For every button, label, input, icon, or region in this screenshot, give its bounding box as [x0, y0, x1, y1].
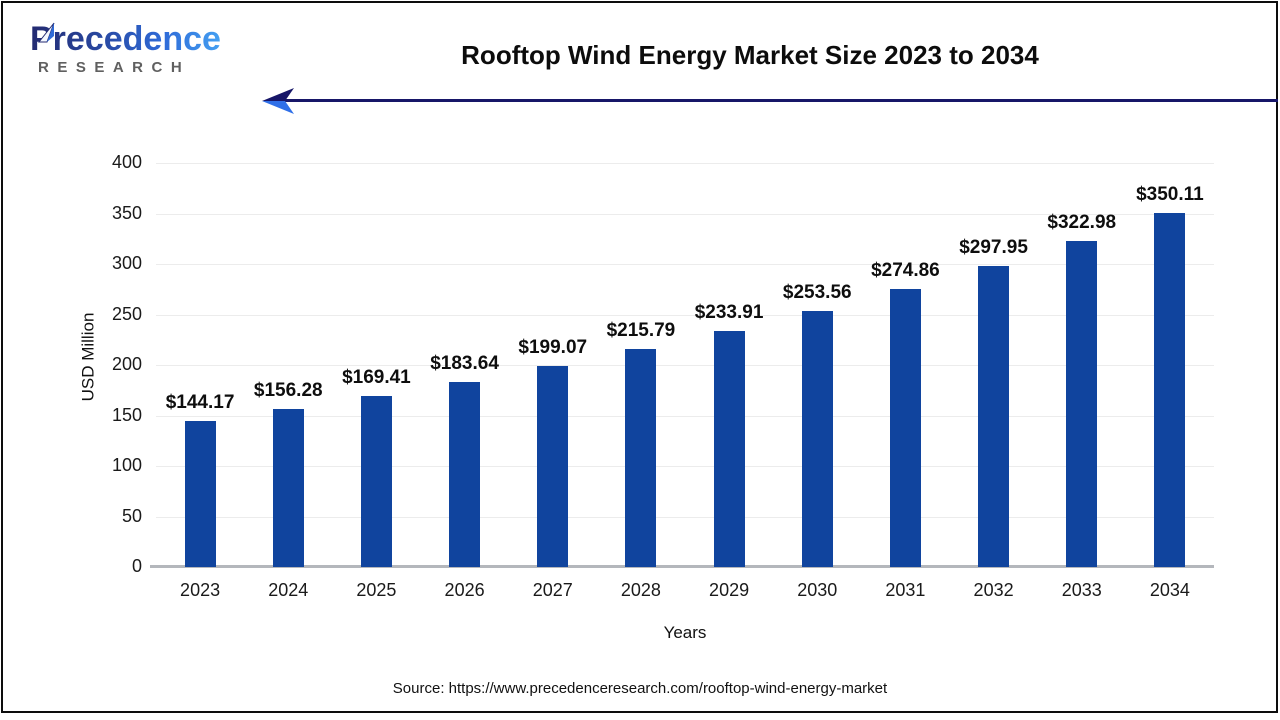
gridline-y350: [156, 213, 1214, 215]
x-axis-title: Years: [663, 623, 707, 642]
bar-value-label: $350.11: [1136, 184, 1204, 206]
bar-value-label: $322.98: [1047, 211, 1117, 233]
bar-2024: [272, 409, 304, 567]
header-arrow-line: [283, 99, 1278, 102]
logo-subtext: RESEARCH: [38, 59, 191, 76]
left-arrow-icon: [262, 88, 294, 114]
gridline-y400: [156, 163, 1214, 164]
y-tick-label: 250: [111, 303, 142, 324]
precedence-research-logo: Precedence RESEARCH: [30, 22, 221, 76]
bar-value-label: $297.95: [959, 237, 1028, 259]
x-tick-label: 2029: [709, 580, 750, 600]
gridline-y100: [156, 466, 1214, 467]
y-tick-label: 400: [111, 152, 142, 172]
x-tick-label: 2033: [1061, 580, 1102, 600]
bar-value-label: $183.64: [430, 352, 499, 374]
y-tick-label: 300: [111, 253, 142, 273]
bar-2033: [1066, 240, 1098, 567]
bar-2030: [801, 310, 833, 567]
bar-value-label: $215.79: [606, 320, 676, 342]
y-tick-label: 350: [111, 202, 142, 223]
x-tick-label: 2027: [532, 580, 573, 600]
bar-2026: [449, 381, 481, 567]
x-tick-label: 2034: [1149, 580, 1190, 600]
y-tick-label: 200: [111, 354, 142, 374]
x-tick-label: 2030: [797, 580, 838, 600]
bar-2025: [360, 395, 392, 567]
logo-sail-icon: [37, 22, 55, 43]
bar-2034: [1154, 213, 1186, 567]
bar-value-label: $253.56: [782, 281, 852, 303]
bar-2032: [978, 266, 1010, 567]
source-text: Source: https://www.precedenceresearch.c…: [392, 680, 888, 697]
bar-value-label: $169.41: [342, 366, 411, 388]
x-tick-label: 2032: [973, 580, 1014, 600]
bar-value-label: $199.07: [518, 336, 588, 358]
page-title: Rooftop Wind Energy Market Size 2023 to …: [461, 40, 1039, 70]
bar-value-label: $156.28: [253, 380, 323, 402]
bar-2027: [537, 365, 569, 567]
x-tick-label: 2024: [268, 580, 309, 600]
bar-2029: [713, 330, 745, 567]
x-tick-label: 2028: [620, 580, 661, 600]
x-tick-label: 2031: [885, 580, 926, 600]
x-tick-label: 2026: [444, 580, 485, 600]
y-tick-label: 150: [111, 404, 142, 425]
y-tick-label: 50: [121, 505, 142, 526]
x-axis-line: [150, 565, 1214, 568]
x-tick-label: 2025: [356, 580, 397, 600]
gridline-y300: [156, 264, 1214, 265]
gridline-y150: [156, 415, 1214, 417]
bar-value-label: $274.86: [871, 260, 940, 282]
gridline-y50: [156, 516, 1214, 518]
bar-2031: [889, 289, 921, 567]
x-tick-label: 2023: [180, 580, 221, 600]
y-tick-label: 0: [131, 556, 142, 576]
bar-value-label: $233.91: [694, 301, 764, 323]
logo-brand-text: Precedence: [30, 20, 221, 58]
gridline-y250: [156, 314, 1214, 316]
bar-value-label: $144.17: [165, 392, 235, 414]
bar-2023: [184, 421, 216, 567]
logo-brand: Precedence: [30, 22, 221, 56]
y-tick-label: 100: [111, 455, 142, 475]
gridline-y200: [156, 365, 1214, 366]
bar-2028: [625, 349, 657, 567]
